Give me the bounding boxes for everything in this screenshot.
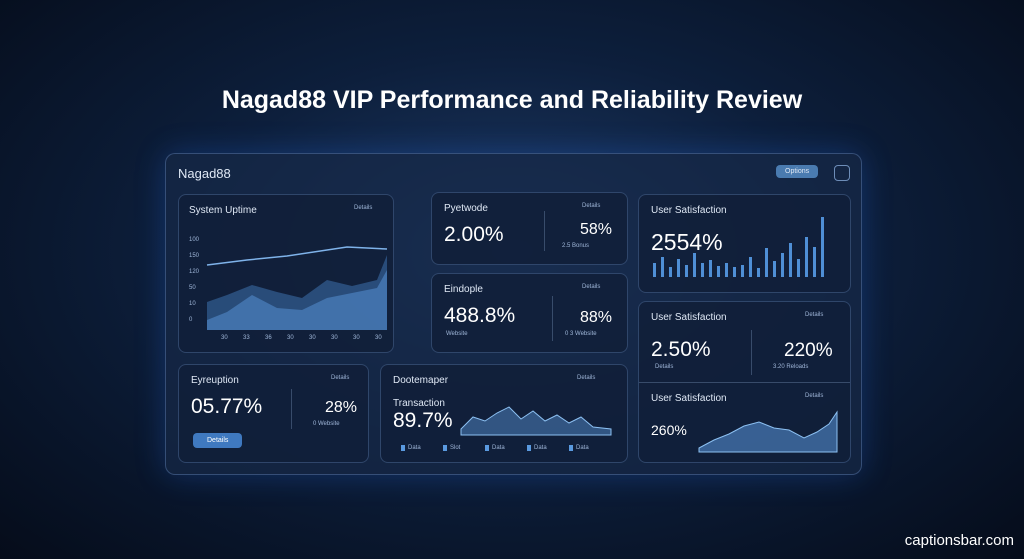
uptime-card: System Uptime Details 100 150 120 50 10 0 30 3… [178, 194, 394, 353]
y-tick-label: 10 [189, 301, 196, 307]
x-tick-label: 36 [265, 335, 272, 341]
uptime-chart [206, 246, 388, 330]
side-value: 88% [580, 309, 613, 326]
y-tick-label: 120 [189, 269, 200, 275]
y-tick-label: 0 [189, 317, 193, 323]
x-tick-label: 30 [353, 335, 360, 341]
x-tick-label: 30 [375, 335, 382, 341]
metric-value: 2554% [651, 229, 723, 255]
area-chart [698, 410, 838, 453]
metric-value: 2.50% [651, 338, 711, 361]
x-tick-label: 30 [221, 335, 228, 341]
area [460, 406, 612, 436]
card-title: User Satisfaction [651, 393, 727, 404]
line [206, 246, 388, 266]
x-tick-label: 30 [331, 335, 338, 341]
label: Transaction [393, 398, 445, 409]
legend-entry: Data [485, 445, 505, 451]
payouts-card: Pyetwode Details 2.00% 58% 2.5 Bonus [431, 192, 628, 265]
page-title: Nagad88 VIP Performance and Reliability … [221, 86, 803, 114]
x-tick-label: 33 [243, 335, 250, 341]
icon-button[interactable] [834, 165, 850, 181]
card-title: User Satisfaction [651, 312, 727, 323]
details-button[interactable]: Details [193, 433, 243, 448]
card-title: System Uptime [189, 205, 257, 216]
card-menu[interactable]: Details [577, 375, 596, 381]
metric-value: 260% [651, 422, 687, 438]
separator [552, 296, 553, 341]
x-tick-label: 30 [287, 335, 294, 341]
metric-value: 488.8% [444, 304, 516, 327]
separator [291, 389, 292, 429]
card-title: Dootemaper [393, 375, 449, 386]
metric-value: 89.7% [393, 409, 453, 432]
interruption-card: Eyreuption Details 05.77% 28% 0 Website … [178, 364, 369, 463]
metric-value: 05.77% [191, 395, 263, 418]
y-tick-label: 50 [189, 285, 196, 291]
legend-entry: Slot [443, 445, 460, 451]
area [698, 410, 838, 453]
note: Website [446, 331, 468, 337]
side-value: 28% [325, 399, 358, 416]
legend-entry: Data [401, 445, 421, 451]
separator [544, 211, 545, 251]
card-menu[interactable]: Details [354, 205, 373, 211]
options-button[interactable]: Options [776, 165, 819, 178]
legend-entry: Data [527, 445, 547, 451]
side-note: 0 Website [313, 421, 340, 427]
metric-value: 2.00% [444, 223, 504, 246]
card-title: Pyetwode [444, 203, 488, 214]
y-tick-label: 100 [189, 237, 200, 243]
y-tick-label: 150 [189, 253, 200, 259]
card-menu[interactable]: Details [805, 393, 824, 399]
dashboard: Nagad88 Options System Uptime Details 10… [165, 153, 862, 475]
bar-chart [653, 217, 824, 277]
brand: Nagad88 [178, 166, 231, 181]
card-menu[interactable]: Details [582, 203, 601, 209]
side-note: 2.5 Bonus [562, 243, 590, 249]
card-menu[interactable]: Details [805, 312, 824, 318]
area-chart [460, 406, 612, 436]
divider [639, 382, 850, 383]
card-menu[interactable]: Details [331, 375, 350, 381]
card-title: Eyreuption [191, 375, 239, 386]
card-menu[interactable]: Details [582, 284, 601, 290]
side-value: 58% [580, 221, 613, 238]
area [207, 270, 387, 330]
satisfaction-card: User Satisfaction Details 2.50% Details … [638, 301, 851, 463]
watermark: captionsbar.com [904, 532, 1014, 549]
x-tick-label: 30 [309, 335, 316, 341]
card-title: User Satisfaction [651, 205, 727, 216]
note: Details [655, 364, 674, 370]
transactions-card: Dootemaper Details Transaction 89.7% Dat… [380, 364, 628, 463]
separator [751, 330, 752, 375]
deposits-card: Eindople Details 488.8% Website 88% 0 3 … [431, 273, 628, 353]
side-note: 0 3 Website [565, 331, 597, 337]
legend-entry: Data [569, 445, 589, 451]
side-note: 3.20 Reloads [773, 364, 809, 370]
satisfaction-card: User Satisfaction 2554% [638, 194, 851, 293]
side-value: 220% [784, 340, 833, 361]
card-title: Eindople [444, 284, 483, 295]
